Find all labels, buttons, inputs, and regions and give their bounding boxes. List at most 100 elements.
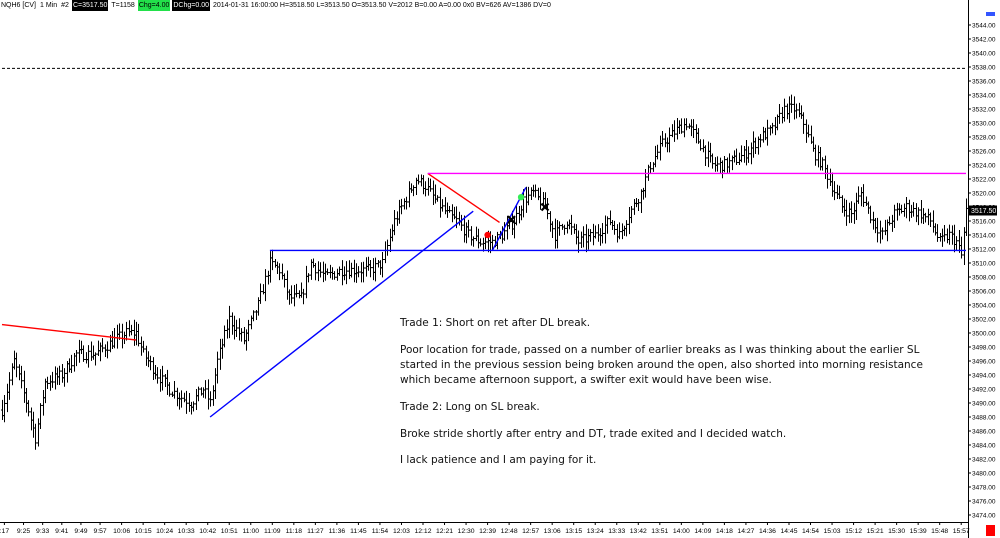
price-bar (42, 389, 45, 416)
price-bar (125, 321, 128, 341)
price-tick-label: 3540.00 (972, 50, 996, 57)
price-bar (948, 224, 951, 245)
price-bar (922, 208, 925, 224)
price-bar (838, 185, 841, 200)
price-bar (27, 400, 30, 417)
price-bar (384, 241, 387, 264)
price-bar (738, 152, 741, 165)
price-bar (869, 205, 872, 224)
price-bar (145, 345, 148, 366)
price-bar (585, 224, 588, 253)
price-tick-label: 3538.00 (972, 64, 996, 71)
price-bar (635, 198, 638, 208)
price-bar (735, 148, 738, 166)
price-bar (649, 161, 652, 174)
price-bar (405, 196, 408, 210)
price-tick-label: 3504.00 (972, 302, 996, 309)
price-bar (934, 223, 937, 236)
price-bar (377, 259, 380, 268)
price-bar (537, 187, 540, 201)
price-bar (312, 258, 315, 268)
time-tick-label: 15:03 (824, 528, 841, 535)
time-tick-label: :17 (0, 528, 9, 535)
price-tick-label: 3496.00 (972, 358, 996, 365)
price-axis[interactable]: 3474.00 3476.00 3478.00 3480.00 3482.00 3484.… (968, 0, 997, 538)
chart-number-label: #2 (61, 2, 69, 9)
price-bar (881, 227, 884, 240)
price-bar (171, 391, 174, 397)
price-bar (436, 195, 439, 202)
price-bar (51, 371, 54, 388)
price-bar (503, 222, 506, 241)
price-tick-label: 3544.00 (972, 22, 996, 29)
scale-red-button[interactable] (986, 525, 995, 536)
time-tick-label: 11:36 (329, 528, 346, 535)
price-tick-label: 3510.00 (972, 260, 996, 267)
price-bar (927, 208, 930, 226)
price-bar (200, 387, 203, 396)
price-bar (491, 234, 494, 250)
price-bar (575, 224, 578, 245)
price-bar (223, 325, 226, 348)
price-bar (70, 354, 73, 373)
red-trend-line[interactable] (427, 172, 500, 223)
price-bar (195, 388, 198, 411)
price-bar (850, 201, 853, 223)
price-bar (46, 376, 49, 390)
price-bar (403, 198, 406, 210)
price-tick-label: 3498.00 (972, 344, 996, 351)
price-bar (953, 224, 956, 253)
price-tick-label: 3534.00 (972, 92, 996, 99)
time-tick-label: 10:15 (135, 528, 152, 535)
price-bar (774, 117, 777, 136)
price-bar (719, 157, 722, 174)
time-tick-label: 14:00 (673, 528, 690, 535)
price-bar (451, 204, 454, 223)
price-bar (348, 260, 351, 280)
time-tick-label: 12:12 (414, 528, 431, 535)
price-bar (372, 258, 375, 281)
price-bar (243, 326, 246, 345)
scale-blue-button[interactable] (986, 12, 995, 16)
closing-comment: I lack patience and I am paying for it. (400, 454, 597, 467)
price-bar (625, 220, 628, 237)
price-bar (250, 315, 253, 330)
red-trend-line[interactable] (1, 323, 137, 341)
price-bar (963, 227, 966, 265)
trade-markers (484, 194, 550, 239)
time-tick-label: 10:51 (221, 528, 238, 535)
price-bar (826, 164, 829, 189)
price-bar (271, 249, 274, 271)
price-bar (707, 141, 710, 168)
close-value: C=3517.50 (71, 0, 109, 11)
price-bar (326, 268, 329, 275)
price-bar (166, 369, 169, 395)
price-bar (812, 136, 815, 152)
price-bar (762, 126, 765, 143)
trade1-note: Trade 1: Short on ret after DL break. (400, 317, 591, 329)
time-tick-label: 11:00 (243, 528, 260, 535)
price-bar (3, 395, 6, 423)
price-bar (13, 350, 16, 370)
price-bar (623, 225, 626, 236)
price-bar (592, 223, 595, 246)
trend-lines[interactable] (1, 67, 966, 418)
price-bar (683, 118, 686, 138)
price-bar (128, 320, 131, 337)
price-bar (367, 256, 370, 271)
price-bar (841, 195, 844, 213)
time-tick-label: 11:45 (350, 528, 367, 535)
price-bar (140, 336, 143, 356)
price-bar (676, 118, 679, 140)
price-bar (465, 222, 468, 244)
blue-trend-line[interactable] (209, 210, 474, 418)
price-bar (87, 345, 90, 368)
price-bar (661, 131, 664, 147)
price-bar (429, 178, 432, 192)
time-tick-label: 10:24 (156, 528, 173, 535)
price-bar (424, 181, 427, 197)
interval-label: 1 Min (40, 2, 58, 9)
time-axis[interactable]: :17 9:25 9:33 9:41 9:49 9:57 10:06 10:15 10:24 10… (0, 522, 970, 535)
exit-x-icon (540, 202, 550, 212)
